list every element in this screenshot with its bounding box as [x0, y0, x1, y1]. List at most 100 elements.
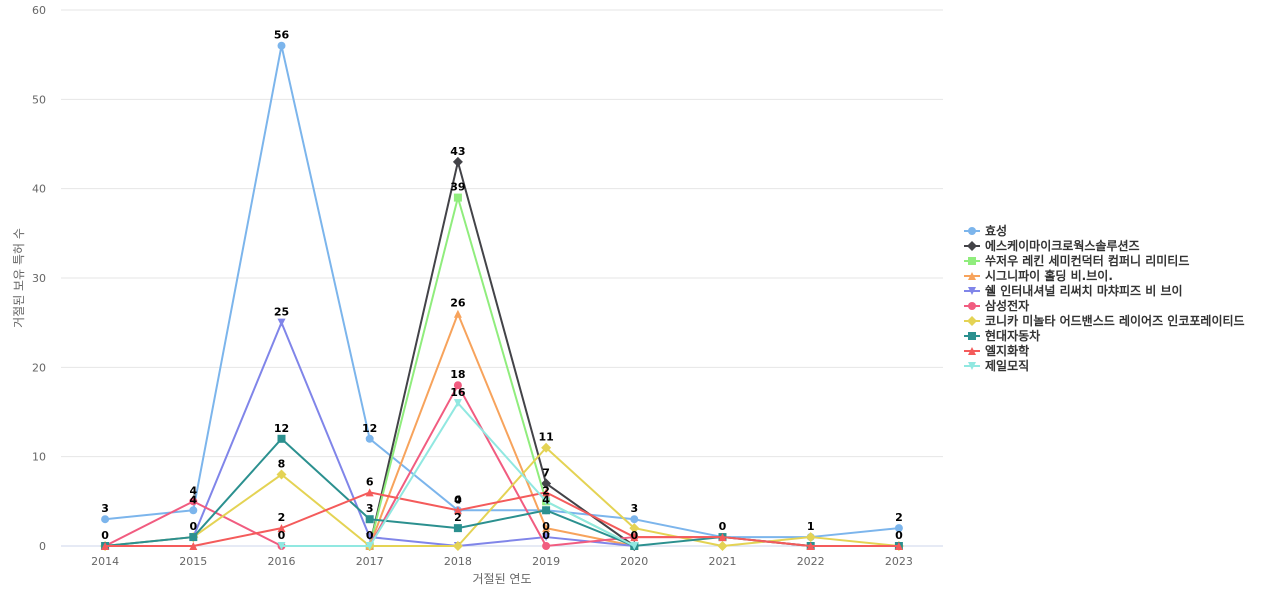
legend-label-1: 에스케이마이크로웍스솔루션즈 — [985, 238, 1140, 253]
data-label-27: 6 — [366, 475, 374, 488]
data-point-7-2015 — [189, 533, 198, 542]
y-tick-label-20: 20 — [32, 361, 46, 374]
data-point-7-2018 — [453, 524, 462, 533]
data-point-8-2021 — [718, 533, 727, 542]
legend-item-5: 삼성전자 — [964, 298, 1029, 313]
data-point-8-2018 — [453, 506, 462, 515]
y-tick-label-30: 30 — [32, 272, 46, 285]
series-line-7 — [104, 437, 900, 547]
data-point-0-2017 — [365, 434, 374, 443]
series-layer — [100, 41, 904, 551]
data-label-32: 16 — [450, 386, 466, 399]
data-label-2: 56 — [274, 29, 290, 42]
x-tick-label-2018: 2018 — [444, 555, 472, 568]
x-axis: 2014 2015 2016 2017 2018 2019 2020 2021 2022 2023 — [61, 545, 943, 568]
legend-marker-9 — [968, 362, 976, 370]
data-label-12: 25 — [274, 306, 289, 319]
legend-marker-5 — [968, 302, 976, 310]
legend-label-3: 시그니파이 홀딩 비.브이. — [985, 268, 1113, 283]
data-point-4-2017 — [365, 533, 374, 542]
data-point-9-2017 — [365, 542, 374, 550]
data-point-8-2023 — [894, 542, 903, 550]
y-axis: 0 10 20 30 40 50 60 — [32, 4, 46, 553]
legend-item-4: 쉘 인터내셔널 리써치 마챠피즈 비 브이 — [964, 283, 1183, 298]
legend-marker-7 — [968, 332, 976, 340]
data-label-1: 4 — [189, 493, 197, 506]
series-3 — [365, 309, 639, 550]
data-point-4-2016 — [277, 318, 286, 327]
data-point-7-2019 — [542, 506, 551, 515]
data-label-13: 18 — [450, 368, 465, 381]
data-label-6: 1 — [807, 520, 815, 533]
legend-label-4: 쉘 인터내셔널 리써치 마챠피즈 비 브이 — [985, 283, 1183, 298]
legend-marker-4 — [968, 287, 976, 295]
data-point-8-2022 — [806, 542, 815, 550]
legend-item-9: 제일모직 — [964, 358, 1029, 373]
data-point-7-2017 — [365, 515, 374, 524]
data-label-3: 12 — [362, 422, 377, 435]
data-label-30: 0 — [366, 529, 374, 542]
x-tick-label-2019: 2019 — [532, 555, 560, 568]
y-axis-title: 거절된 보유 특허 수 — [12, 228, 26, 328]
data-label-25: 0 — [630, 529, 638, 542]
legend-label-2: 쑤저우 레킨 세미컨덕터 컴퍼니 리미티드 — [985, 253, 1189, 268]
y-tick-label-0: 0 — [39, 540, 46, 553]
legend-item-1: 에스케이마이크로웍스솔루션즈 — [964, 238, 1140, 253]
data-point-1-2019 — [541, 478, 552, 489]
data-point-6-2019 — [541, 442, 552, 453]
data-label-34: 0 — [542, 520, 550, 533]
data-label-0: 3 — [101, 502, 109, 515]
data-point-5-2019 — [542, 542, 551, 550]
data-point-8-2017 — [365, 488, 374, 497]
x-tick-label-2023: 2023 — [885, 555, 913, 568]
legend-item-3: 시그니파이 홀딩 비.브이. — [964, 268, 1113, 283]
legend-label-5: 삼성전자 — [985, 298, 1029, 313]
legend-item-0: 효성 — [964, 224, 1007, 238]
data-point-8-2016 — [277, 524, 286, 533]
legend-label-8: 엘지화학 — [985, 343, 1029, 358]
data-point-6-2018 — [452, 541, 463, 551]
data-point-8-2014 — [101, 542, 110, 550]
data-point-7-2016 — [277, 434, 286, 443]
data-point-6-2022 — [805, 532, 816, 543]
data-label-7: 2 — [895, 511, 903, 524]
data-point-9-2018 — [453, 399, 462, 408]
grid-layer — [61, 9, 943, 547]
data-label-4: 4 — [454, 493, 462, 506]
data-label-29: 0 — [278, 529, 286, 542]
legend-label-6: 코니카 미놀타 어드밴스드 레이어즈 인코포레이티드 — [985, 313, 1245, 328]
legend-marker-6 — [967, 316, 977, 326]
series-5 — [101, 381, 903, 550]
data-label-18: 11 — [538, 431, 553, 444]
data-label-11: 26 — [450, 297, 466, 310]
data-label-15: 0 — [719, 520, 727, 533]
x-tick-label-2020: 2020 — [620, 555, 648, 568]
data-point-0-2016 — [277, 41, 286, 50]
x-tick-label-2015: 2015 — [179, 555, 207, 568]
data-label-8: 43 — [450, 145, 465, 158]
data-label-14: 0 — [542, 529, 550, 542]
series-line-0 — [104, 44, 900, 539]
legend-marker-3 — [968, 272, 976, 280]
series-line-5 — [104, 384, 900, 547]
data-point-5-2015 — [189, 497, 198, 506]
data-label-17: 8 — [278, 458, 286, 471]
data-point-5-2018 — [453, 381, 462, 390]
series-8 — [101, 488, 903, 550]
series-6 — [100, 442, 904, 551]
x-tick-label-2021: 2021 — [709, 555, 737, 568]
data-point-0-2023 — [894, 524, 903, 533]
data-label-28: 4 — [189, 484, 197, 497]
legend-item-6: 코니카 미놀타 어드밴스드 레이어즈 인코포레이티드 — [964, 313, 1245, 328]
legend-marker-8 — [968, 347, 976, 355]
y-tick-label-50: 50 — [32, 93, 46, 106]
legend-label-9: 제일모직 — [985, 358, 1029, 373]
x-axis-title: 거절된 연도 — [472, 572, 531, 586]
legend-marker-2 — [968, 257, 976, 265]
series-9 — [277, 399, 639, 550]
data-point-0-2014 — [101, 515, 110, 524]
data-label-24: 4 — [542, 493, 550, 506]
data-label-19: 0 — [101, 529, 109, 542]
